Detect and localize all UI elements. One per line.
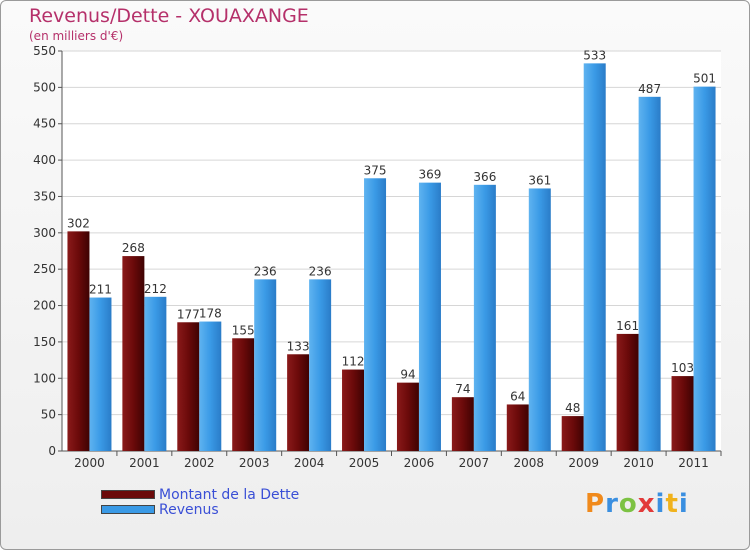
legend-item-revenus: Revenus xyxy=(101,501,299,518)
y-tick-label: 0 xyxy=(48,444,56,458)
data-label: 236 xyxy=(309,264,332,278)
y-tick-label: 300 xyxy=(33,226,56,240)
bar-dette xyxy=(232,338,255,451)
data-label: 103 xyxy=(671,361,694,375)
bar-revenus xyxy=(583,63,606,451)
x-tick-label: 2001 xyxy=(129,456,160,470)
data-label: 74 xyxy=(455,382,470,396)
bar-revenus xyxy=(89,297,112,451)
bar-revenus xyxy=(144,296,167,451)
legend-swatch-dette xyxy=(101,490,155,499)
data-label: 366 xyxy=(473,170,496,184)
x-tick-label: 2006 xyxy=(404,456,435,470)
x-tick-label: 2005 xyxy=(349,456,380,470)
x-tick-label: 2002 xyxy=(184,456,215,470)
data-label: 112 xyxy=(342,355,365,369)
data-label: 369 xyxy=(419,168,442,182)
legend-swatch-revenus xyxy=(101,505,155,514)
x-tick-label: 2009 xyxy=(568,456,599,470)
bar-dette xyxy=(561,416,584,451)
data-label: 177 xyxy=(177,307,200,321)
bar-dette xyxy=(671,376,694,451)
legend-label-revenus: Revenus xyxy=(159,501,219,518)
y-tick-label: 150 xyxy=(33,335,56,349)
y-tick-label: 50 xyxy=(41,408,56,422)
data-label: 533 xyxy=(583,48,606,62)
x-tick-label: 2003 xyxy=(239,456,270,470)
y-tick-label: 500 xyxy=(33,80,56,94)
y-tick-label: 200 xyxy=(33,299,56,313)
data-label: 94 xyxy=(400,368,415,382)
data-label: 361 xyxy=(528,173,551,187)
chart-subtitle: (en milliers d'€) xyxy=(29,29,124,43)
bar-dette xyxy=(177,322,200,451)
x-tick-label: 2004 xyxy=(294,456,325,470)
y-tick-label: 250 xyxy=(33,262,56,276)
bar-dette xyxy=(287,354,310,451)
bar-dette xyxy=(506,404,529,451)
data-label: 211 xyxy=(89,283,112,297)
bar-dette xyxy=(451,397,474,451)
legend-label-dette: Montant de la Dette xyxy=(159,486,300,503)
y-tick-label: 350 xyxy=(33,189,56,203)
chart-title: Revenus/Dette - XOUAXANGE xyxy=(29,5,309,27)
data-label: 161 xyxy=(616,319,639,333)
bar-dette xyxy=(122,256,145,451)
x-tick-label: 2007 xyxy=(459,456,490,470)
bar-revenus xyxy=(364,178,387,452)
y-tick-label: 550 xyxy=(33,44,56,58)
bar-dette xyxy=(616,333,639,451)
bar-revenus xyxy=(693,86,716,452)
bar-dette xyxy=(342,369,365,451)
bar-revenus xyxy=(199,321,222,451)
data-label: 212 xyxy=(144,282,167,296)
data-label: 133 xyxy=(287,339,310,353)
proxiti-logo: Proxiti xyxy=(585,489,689,519)
data-label: 64 xyxy=(510,389,525,403)
data-label: 302 xyxy=(67,216,90,230)
bar-revenus xyxy=(473,184,496,451)
y-tick-label: 450 xyxy=(33,117,56,131)
data-label: 375 xyxy=(364,163,387,177)
legend: Montant de la Dette Revenus xyxy=(101,486,300,518)
y-tick-label: 100 xyxy=(33,371,56,385)
data-label: 236 xyxy=(254,264,277,278)
data-label: 487 xyxy=(638,82,661,96)
bar-revenus xyxy=(418,182,441,452)
bar-revenus xyxy=(309,279,332,451)
bar-revenus xyxy=(638,96,661,452)
x-tick-label: 2000 xyxy=(74,456,105,470)
data-label: 178 xyxy=(199,307,222,321)
bar-dette xyxy=(67,231,90,451)
x-tick-label: 2010 xyxy=(623,456,654,470)
bar-revenus xyxy=(254,279,277,451)
plot-area xyxy=(62,51,721,451)
data-label: 501 xyxy=(693,72,716,86)
x-tick-label: 2011 xyxy=(678,456,709,470)
x-tick-label: 2008 xyxy=(514,456,545,470)
bar-dette xyxy=(396,382,419,451)
y-tick-label: 400 xyxy=(33,153,56,167)
bar-revenus xyxy=(528,188,551,452)
legend-item-dette: Montant de la Dette xyxy=(101,486,300,503)
data-label: 155 xyxy=(232,323,255,337)
data-label: 48 xyxy=(565,401,580,415)
data-label: 268 xyxy=(122,241,145,255)
